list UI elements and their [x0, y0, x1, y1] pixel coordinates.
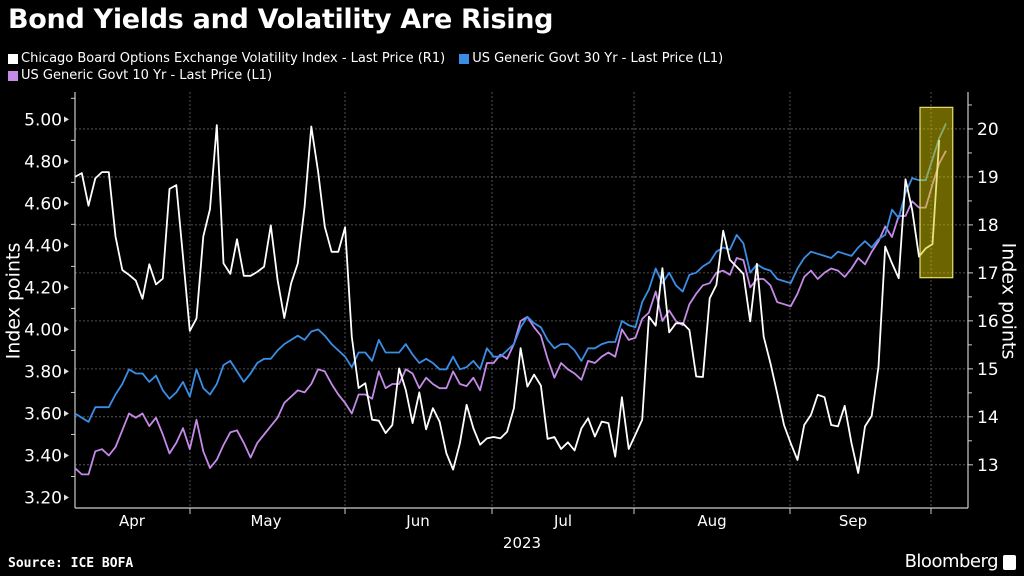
right-tick-label: 15	[977, 360, 999, 380]
source-note: Source: ICE BOFA	[8, 556, 134, 571]
left-tick-marker	[64, 368, 69, 375]
left-tick-label: 4.80	[24, 152, 62, 172]
series-line-10yr	[74, 150, 947, 476]
x-tick-label: May	[250, 512, 281, 530]
legend-row-2: US Generic Govt 10 Yr - Last Price (L1)	[8, 68, 286, 83]
left-tick-marker	[64, 494, 69, 501]
left-tick-label: 5.00	[24, 110, 62, 130]
chart-title: Bond Yields and Volatility Are Rising	[8, 4, 554, 35]
right-tick-label: 20	[977, 120, 999, 140]
legend-item-10yr: US Generic Govt 10 Yr - Last Price (L1)	[8, 68, 272, 83]
left-tick-label: 4.60	[24, 194, 62, 214]
left-tick-marker	[64, 452, 69, 459]
left-tick-marker	[64, 158, 69, 165]
right-tick-label: 13	[977, 456, 999, 476]
x-tick-label: Jul	[553, 512, 572, 530]
left-tick-label: 3.40	[24, 446, 62, 466]
left-tick-label: 4.20	[24, 278, 62, 298]
legend-label: Chicago Board Options Exchange Volatilit…	[21, 51, 446, 66]
legend-swatch-blue	[459, 53, 470, 64]
left-axis-label: Index points	[2, 242, 25, 360]
x-tick-label: Aug	[697, 512, 726, 530]
right-tick-label: 17	[977, 264, 999, 284]
series-line-vix	[74, 124, 941, 474]
legend-item-vix: Chicago Board Options Exchange Volatilit…	[8, 51, 445, 66]
legend-label: US Generic Govt 10 Yr - Last Price (L1)	[21, 68, 273, 83]
right-tick-label: 14	[977, 408, 999, 428]
legend-swatch-white	[8, 53, 18, 64]
left-tick-label: 3.20	[24, 488, 62, 508]
legend-item-30yr: US Generic Govt 30 Yr - Last Price (L1)	[459, 51, 723, 66]
left-tick-label: 3.80	[24, 362, 62, 382]
x-tick-label: Jun	[405, 512, 429, 530]
right-axis-label: Index points	[997, 242, 1020, 360]
left-tick-label: 3.60	[24, 404, 62, 424]
highlight-box	[919, 106, 954, 279]
left-tick-marker	[64, 116, 69, 123]
legend-label: US Generic Govt 30 Yr - Last Price (L1)	[472, 51, 724, 66]
right-tick-label: 19	[977, 168, 999, 188]
x-axis-label: 2023	[503, 534, 541, 552]
left-tick-marker	[64, 200, 69, 207]
legend-row-1: Chicago Board Options Exchange Volatilit…	[8, 51, 737, 66]
left-tick-marker	[64, 242, 69, 249]
bloomberg-logo: Bloomberg	[904, 551, 999, 572]
x-tick-label: Sep	[839, 512, 867, 530]
right-tick-label: 18	[977, 216, 999, 236]
series-line-30yr	[74, 123, 947, 423]
left-tick-label: 4.40	[24, 236, 62, 256]
left-tick-marker	[64, 410, 69, 417]
left-tick-label: 4.00	[24, 320, 62, 340]
bloomberg-terminal-icon	[1003, 555, 1016, 570]
x-tick-label: Apr	[119, 512, 146, 530]
legend-swatch-purple	[8, 70, 18, 81]
left-tick-marker	[64, 284, 69, 291]
left-tick-marker	[64, 326, 69, 333]
right-tick-label: 16	[977, 312, 999, 332]
